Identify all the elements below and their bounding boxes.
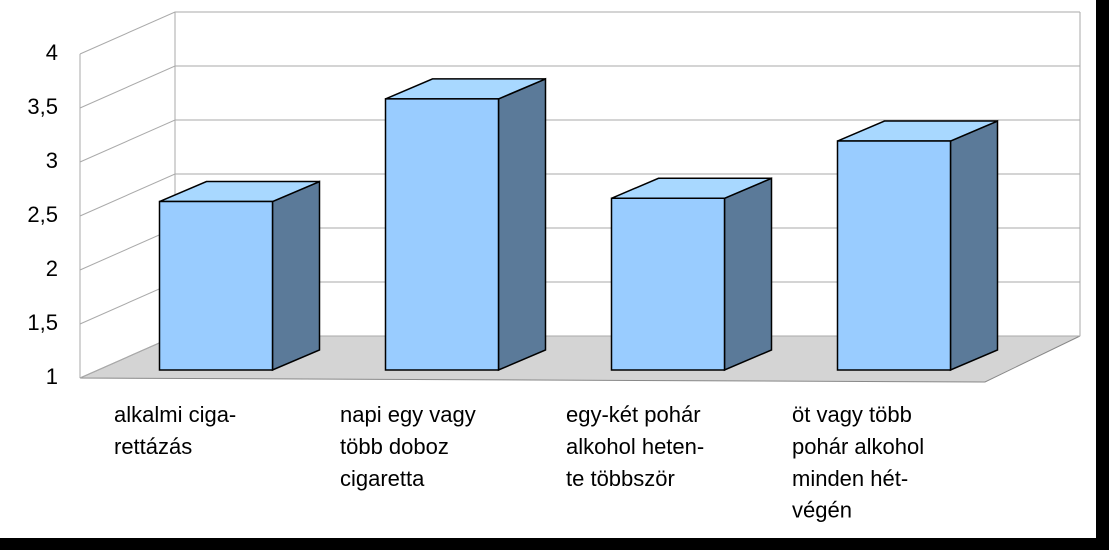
bar-side [271,180,321,372]
grid-line [79,173,1080,217]
grid-line [79,119,1080,163]
y-tick-label: 2,5 [27,202,58,227]
x-tick-label: öt vagy több pohár alkohol minden hét-végé… [792,402,924,523]
grid-line [79,65,1080,109]
y-tick-label: 2 [46,256,58,281]
bar-side [497,77,547,372]
bar-front [836,140,952,371]
bar [158,180,321,372]
bar [610,177,773,372]
bar-front [610,197,726,371]
x-tick-label: egy-két pohár alkohol heten-te többször [566,402,704,491]
y-tick-label: 3,5 [27,94,58,119]
grid-line [79,11,1080,55]
bar [836,119,999,372]
y-tick-label: 4 [46,40,58,65]
bar-side [949,119,999,372]
y-tick-label: 3 [46,148,58,173]
x-tick-label: napi egy vagy több doboz cigaretta [340,402,476,491]
bar-front [158,200,274,371]
y-tick-label: 1,5 [27,310,58,335]
x-tick-label: alkalmi ciga-rettázás [114,402,236,459]
bar-side [723,177,773,372]
bar-front [384,98,500,371]
y-tick-label: 1 [46,364,58,389]
bar [384,77,547,372]
